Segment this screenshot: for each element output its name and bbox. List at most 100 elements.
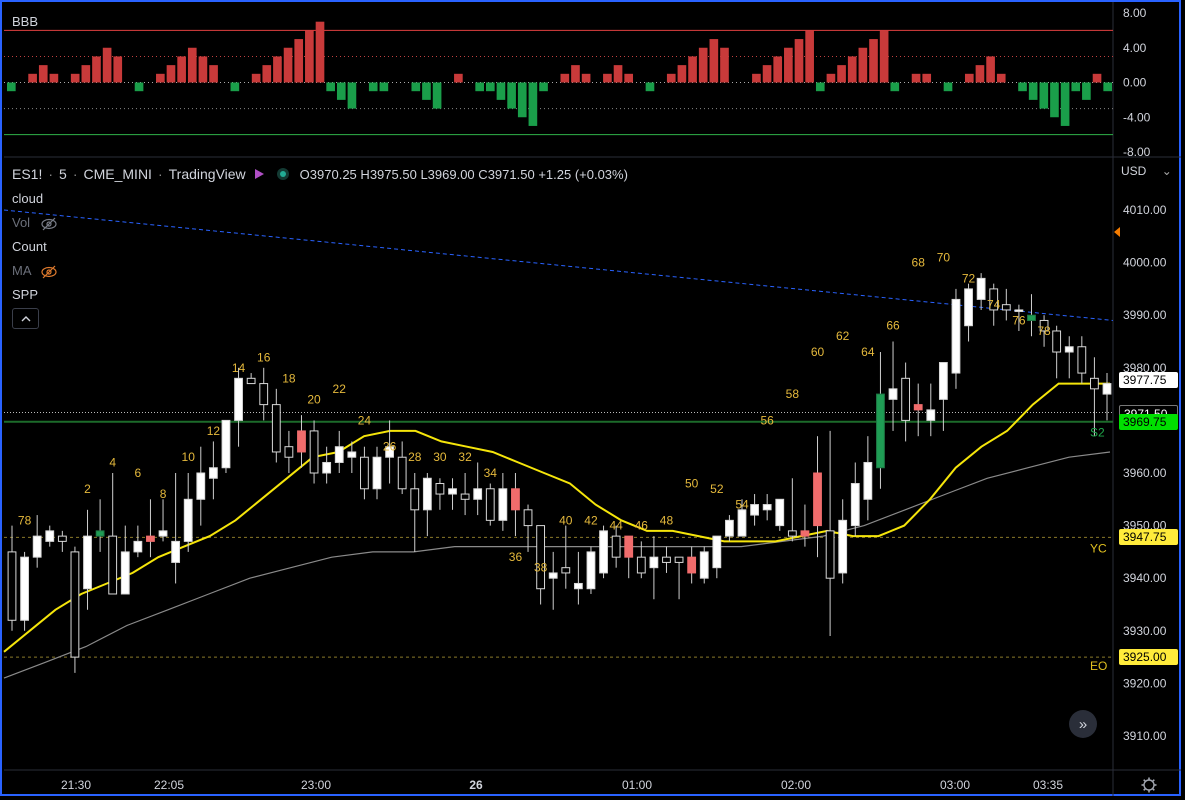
candle-body	[120, 551, 130, 595]
count-label: 64	[861, 345, 875, 359]
candle-body	[246, 377, 256, 385]
count-label: 28	[408, 450, 422, 464]
bbb-histogram-bar	[336, 82, 346, 100]
bbb-histogram-bar	[166, 65, 176, 83]
legend-spp[interactable]: SPP	[12, 287, 39, 302]
bbb-histogram-bar	[326, 82, 335, 92]
count-label: 2	[84, 482, 91, 496]
market-status-icon	[276, 168, 289, 180]
time-axis-label: 03:00	[940, 778, 970, 792]
bbb-histogram-bar	[198, 56, 208, 83]
candle-body	[397, 456, 407, 490]
s2-label: S2	[1090, 426, 1105, 440]
count-label: 70	[937, 250, 951, 264]
double-chevron-right-icon: »	[1078, 715, 1088, 733]
bbb-indicator-label[interactable]: BBB	[12, 14, 39, 29]
eye-off-icon[interactable]	[40, 217, 58, 231]
symbol-sep: ·	[48, 166, 54, 182]
price-axis-tick: 3930.00	[1123, 624, 1167, 638]
high-label: H	[360, 166, 370, 182]
bbb-histogram-bar	[826, 73, 836, 83]
collapse-legend-button[interactable]	[12, 308, 39, 329]
bbb-histogram-bar	[911, 73, 921, 83]
legend-ma[interactable]: MA	[12, 263, 58, 279]
bbb-histogram-bar	[645, 82, 655, 92]
bbb-histogram-bar	[187, 47, 197, 83]
candle-body	[284, 446, 294, 458]
bbb-histogram-bar	[49, 73, 59, 83]
candle-body	[360, 456, 369, 490]
candle-body	[183, 498, 193, 542]
exchange-label: CME_MINI	[83, 166, 152, 182]
candle-body	[687, 556, 697, 574]
candle-body	[1102, 383, 1112, 395]
symbol-name[interactable]: ES1!	[12, 166, 43, 182]
count-label: 42	[584, 513, 598, 527]
price-axis-tick: 4010.00	[1123, 203, 1167, 217]
interval-label[interactable]: 5	[59, 166, 67, 182]
count-label: 32	[458, 450, 472, 464]
price-axis-tick: 3990.00	[1123, 308, 1167, 322]
currency-selector[interactable]: USD ⌄	[1121, 164, 1172, 178]
bbb-histogram-bar	[70, 73, 80, 83]
count-label: 46	[635, 519, 649, 533]
candle-body	[448, 488, 457, 495]
bbb-histogram-bar	[762, 65, 772, 83]
count-label: 20	[307, 392, 321, 406]
time-axis-label: 21:30	[61, 778, 91, 792]
candle-body	[737, 509, 747, 537]
candle-body	[422, 477, 432, 511]
bbb-histogram-bar	[603, 73, 612, 83]
candle-body	[599, 530, 608, 574]
gear-icon-ring	[1143, 779, 1155, 791]
bbb-histogram-bar	[38, 65, 48, 83]
candle-body	[108, 535, 118, 595]
legend-vol[interactable]: Vol	[12, 215, 58, 231]
bbb-histogram-bar	[517, 82, 527, 118]
candle-body	[573, 582, 583, 590]
candle-body	[221, 419, 231, 469]
eye-off-icon[interactable]	[40, 265, 58, 279]
count-label: 12	[207, 424, 221, 438]
legend-ma-label: MA	[12, 263, 31, 278]
price-axis-tick: 3980.00	[1123, 361, 1167, 375]
candle-body	[548, 572, 558, 579]
candle-body	[800, 530, 810, 537]
count-label: 16	[257, 350, 271, 364]
legend-count[interactable]: Count	[12, 239, 47, 254]
candle-body	[536, 525, 546, 590]
candle-body	[876, 393, 885, 469]
candle-body	[334, 446, 344, 463]
flag-icon[interactable]	[252, 167, 266, 181]
candle-body	[611, 535, 621, 558]
bbb-histogram-bar	[102, 47, 112, 83]
ohlc-readout: O3970.25 H3975.50 L3969.00 C3971.50 +1.2…	[300, 167, 628, 182]
bbb-histogram-bar	[1092, 73, 1102, 83]
chevron-up-icon	[21, 315, 30, 321]
legend-cloud[interactable]: cloud	[12, 191, 44, 206]
count-label: 34	[484, 466, 498, 480]
candle-body	[775, 498, 785, 527]
bbb-histogram-bar	[943, 82, 953, 92]
bbb-histogram-bar	[890, 82, 900, 92]
bbb-histogram-bar	[1060, 82, 1070, 126]
candle-body	[259, 383, 269, 406]
candle-body	[762, 504, 772, 511]
count-label: 44	[609, 519, 623, 533]
candle-body	[699, 551, 709, 579]
bbb-histogram-bar	[847, 56, 857, 83]
bbb-histogram-bar	[28, 73, 37, 83]
candle-body	[1014, 309, 1024, 312]
scroll-to-realtime-button[interactable]: »	[1069, 710, 1097, 738]
candle-body	[1001, 304, 1011, 311]
alert-marker-icon	[1114, 227, 1120, 237]
count-label: 8	[160, 487, 167, 501]
open-value: 3970.25	[309, 166, 357, 182]
bbb-histogram-bar	[262, 65, 272, 83]
count-label: 76	[1012, 313, 1026, 327]
ma-slow-line	[3, 451, 1111, 679]
bbb-histogram-bar	[688, 56, 697, 83]
bbb-histogram-bar	[1039, 82, 1049, 109]
